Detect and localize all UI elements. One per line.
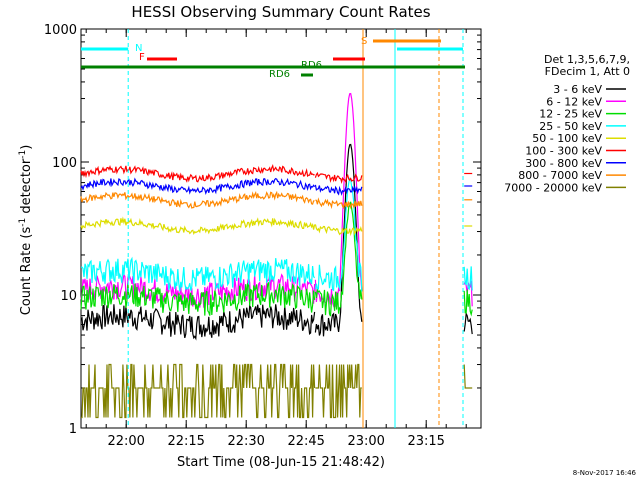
flag-label-rd6-2: RD6 — [269, 69, 290, 80]
flag-label-rd6: RD6 — [301, 60, 322, 71]
legend-label: 300 - 800 keV — [525, 157, 602, 170]
y-tick-label: 1000 — [44, 23, 77, 38]
series-line — [80, 304, 316, 341]
series-line — [81, 363, 316, 419]
x-tick-label: 22:30 — [227, 434, 264, 449]
y-tick-label: 100 — [52, 156, 77, 171]
x-tick-label: 23:15 — [407, 434, 444, 449]
series-line — [314, 171, 363, 184]
axis-ticks: 1 10 100 1000 22:00 22:15 22:30 22:45 23:00 23:15 — [44, 23, 481, 449]
series-lines — [80, 92, 473, 419]
legend-label: 3 - 6 keV — [553, 83, 602, 96]
legend-label: 50 - 100 keV — [532, 132, 602, 145]
footer-date: 8-Nov-2017 16:46 — [573, 469, 637, 477]
legend-header: Det 1,3,5,6,7,9, — [544, 53, 630, 66]
legend-label: 100 - 300 keV — [525, 145, 602, 158]
series-line — [80, 272, 316, 309]
series-line — [463, 364, 473, 389]
series-line — [314, 184, 363, 196]
series-line — [80, 281, 316, 316]
y-tick-label: 10 — [60, 289, 77, 304]
series-line — [463, 266, 473, 291]
x-tick-label: 22:15 — [167, 434, 204, 449]
legend-label: 6 - 12 keV — [546, 95, 602, 108]
y-tick-label: 1 — [69, 422, 77, 437]
legend-header: FDecim 1, Att 0 — [545, 65, 630, 78]
x-tick-label: 22:00 — [107, 434, 144, 449]
x-tick-label: 23:00 — [347, 434, 384, 449]
series-line — [314, 224, 363, 237]
series-line — [80, 190, 315, 209]
flag-label-saa: S — [361, 36, 367, 47]
series-line — [80, 216, 316, 236]
flag-label-flare: F — [139, 52, 145, 63]
flag-overlays: NF S RD6 RD6 — [81, 29, 465, 428]
flag-label-night: N — [135, 43, 142, 54]
series-line — [315, 363, 362, 419]
series-line — [463, 311, 473, 335]
legend-label: 25 - 50 keV — [539, 120, 602, 133]
legend-label: 7000 - 20000 keV — [504, 181, 602, 194]
series-line — [463, 289, 473, 317]
x-axis-label: Start Time (08-Jun-15 21:48:42) — [177, 455, 385, 470]
chart-title: HESSI Observing Summary Count Rates — [131, 3, 430, 21]
legend-label: 800 - 7000 keV — [518, 169, 602, 182]
series-line — [80, 163, 315, 183]
x-tick-label: 22:45 — [287, 434, 324, 449]
plot-frame — [80, 28, 482, 429]
legend: Det 1,3,5,6,7,9,FDecim 1, Att 0 3 - 6 keV… — [504, 53, 630, 194]
series-line — [80, 256, 316, 292]
series-line — [80, 177, 316, 195]
y-axis-label: Count Rate (s-1 detector-1) — [18, 145, 34, 316]
series-line — [315, 197, 363, 210]
legend-label: 12 - 25 keV — [539, 108, 602, 121]
